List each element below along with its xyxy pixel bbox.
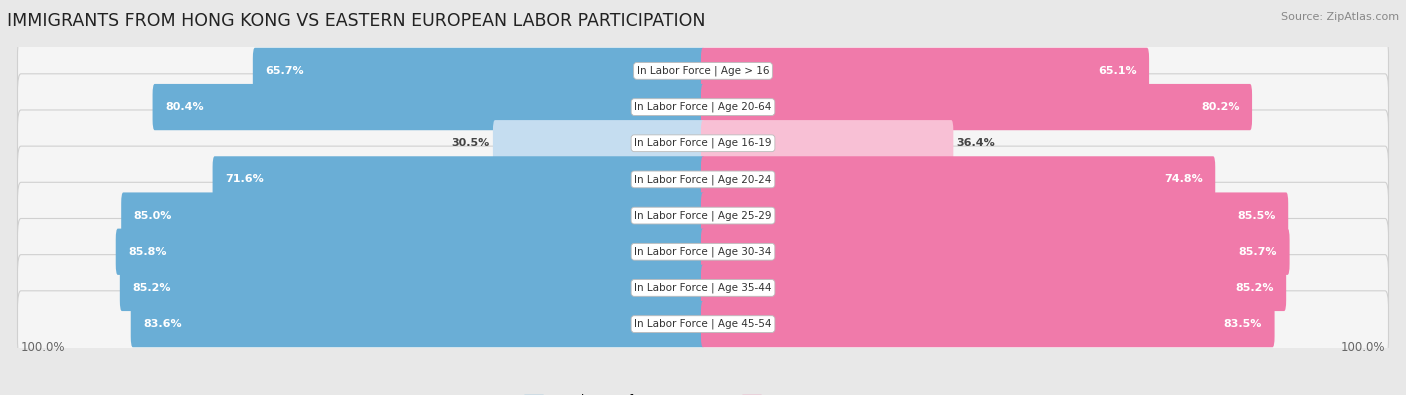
Text: 85.2%: 85.2% (132, 283, 170, 293)
FancyBboxPatch shape (17, 291, 1389, 357)
FancyBboxPatch shape (702, 229, 1289, 275)
Text: 85.0%: 85.0% (134, 211, 172, 220)
Text: 80.2%: 80.2% (1201, 102, 1240, 112)
FancyBboxPatch shape (702, 301, 1275, 347)
FancyBboxPatch shape (702, 156, 1215, 203)
Text: In Labor Force | Age 25-29: In Labor Force | Age 25-29 (634, 210, 772, 221)
Text: 85.2%: 85.2% (1236, 283, 1274, 293)
FancyBboxPatch shape (212, 156, 704, 203)
Text: 71.6%: 71.6% (225, 175, 264, 184)
FancyBboxPatch shape (17, 218, 1389, 285)
Text: In Labor Force | Age 20-64: In Labor Force | Age 20-64 (634, 102, 772, 112)
Text: In Labor Force | Age 16-19: In Labor Force | Age 16-19 (634, 138, 772, 149)
Text: 83.5%: 83.5% (1223, 319, 1263, 329)
Legend: Immigrants from Hong Kong, Eastern European: Immigrants from Hong Kong, Eastern Europ… (524, 394, 882, 395)
Text: 74.8%: 74.8% (1164, 175, 1204, 184)
Text: 100.0%: 100.0% (21, 341, 66, 354)
Text: 36.4%: 36.4% (956, 138, 995, 148)
Text: 65.1%: 65.1% (1098, 66, 1136, 76)
Text: Source: ZipAtlas.com: Source: ZipAtlas.com (1281, 12, 1399, 22)
FancyBboxPatch shape (120, 265, 704, 311)
Text: In Labor Force | Age 30-34: In Labor Force | Age 30-34 (634, 246, 772, 257)
FancyBboxPatch shape (17, 110, 1389, 177)
Text: 80.4%: 80.4% (165, 102, 204, 112)
Text: In Labor Force | Age > 16: In Labor Force | Age > 16 (637, 66, 769, 76)
FancyBboxPatch shape (17, 146, 1389, 213)
Text: 30.5%: 30.5% (451, 138, 489, 148)
FancyBboxPatch shape (121, 192, 704, 239)
Text: IMMIGRANTS FROM HONG KONG VS EASTERN EUROPEAN LABOR PARTICIPATION: IMMIGRANTS FROM HONG KONG VS EASTERN EUR… (7, 12, 706, 30)
FancyBboxPatch shape (253, 48, 704, 94)
Text: 85.7%: 85.7% (1239, 247, 1277, 257)
FancyBboxPatch shape (131, 301, 704, 347)
Text: 83.6%: 83.6% (143, 319, 181, 329)
FancyBboxPatch shape (17, 38, 1389, 104)
FancyBboxPatch shape (702, 84, 1253, 130)
Text: 65.7%: 65.7% (266, 66, 304, 76)
Text: In Labor Force | Age 20-24: In Labor Force | Age 20-24 (634, 174, 772, 185)
FancyBboxPatch shape (702, 48, 1149, 94)
FancyBboxPatch shape (17, 182, 1389, 249)
FancyBboxPatch shape (702, 192, 1288, 239)
FancyBboxPatch shape (702, 120, 953, 166)
FancyBboxPatch shape (702, 265, 1286, 311)
FancyBboxPatch shape (17, 74, 1389, 140)
FancyBboxPatch shape (17, 255, 1389, 321)
FancyBboxPatch shape (494, 120, 704, 166)
Text: 100.0%: 100.0% (1340, 341, 1385, 354)
FancyBboxPatch shape (115, 229, 704, 275)
Text: 85.5%: 85.5% (1237, 211, 1275, 220)
Text: In Labor Force | Age 45-54: In Labor Force | Age 45-54 (634, 319, 772, 329)
FancyBboxPatch shape (153, 84, 704, 130)
Text: 85.8%: 85.8% (128, 247, 167, 257)
Text: In Labor Force | Age 35-44: In Labor Force | Age 35-44 (634, 283, 772, 293)
